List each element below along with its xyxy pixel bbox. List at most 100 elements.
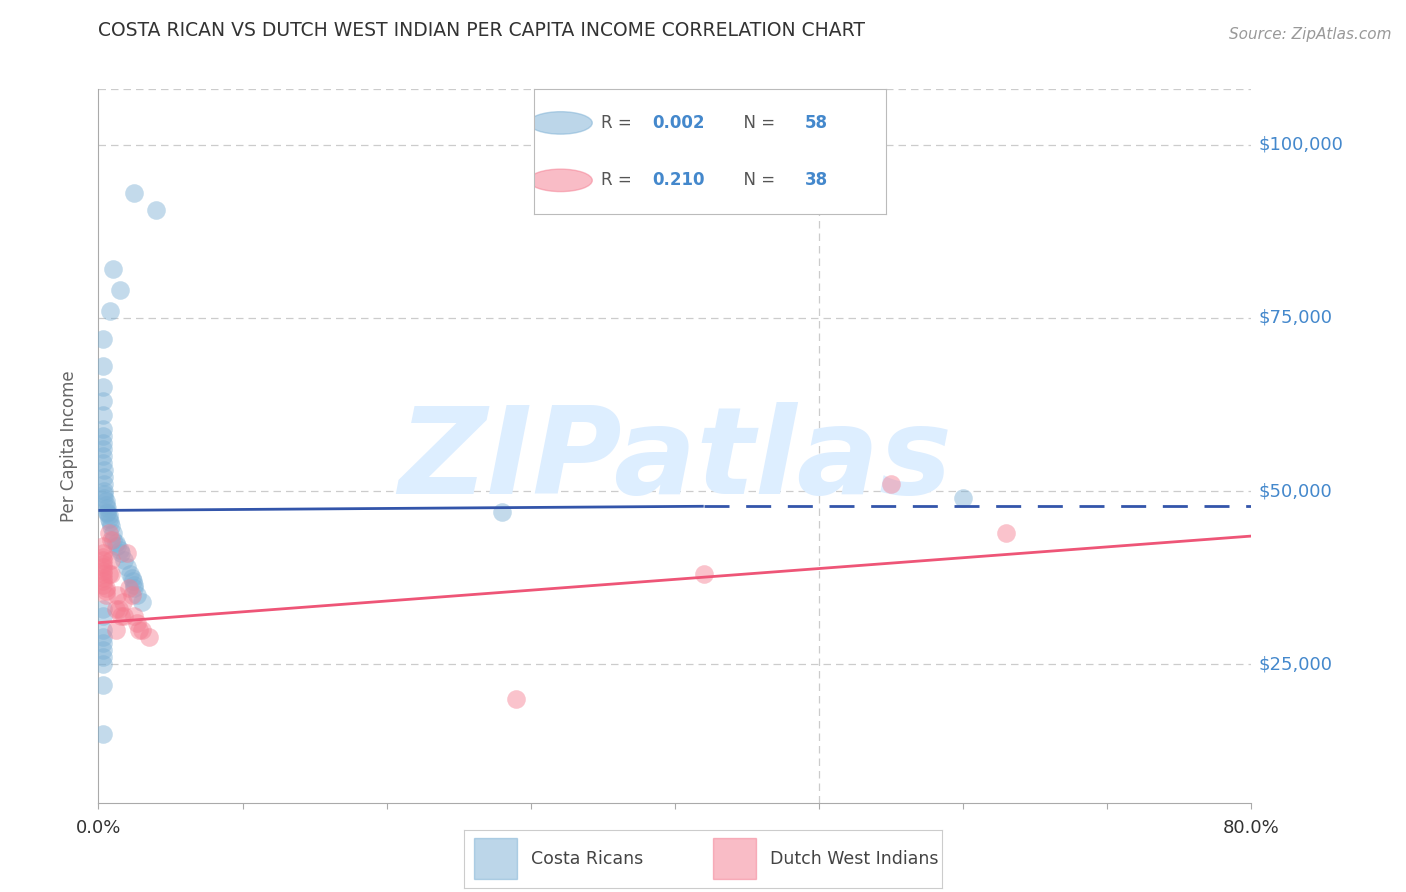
Text: 38: 38 [804,171,828,189]
Point [91,564,114,578]
Point [91,557,114,571]
Point [91,435,114,450]
Point [112,553,135,567]
Point [98,515,121,529]
Point [91,643,114,657]
Text: 0.210: 0.210 [652,171,704,189]
Point [100,533,122,547]
Point [91,608,114,623]
Point [93,463,115,477]
Point [108,283,131,297]
Point [127,615,149,630]
Point [120,567,142,582]
Point [101,533,124,547]
Point [693,567,716,582]
Point [91,726,114,740]
Point [93,491,115,505]
Point [91,456,114,470]
Point [131,595,153,609]
Point [91,577,114,591]
Point [112,608,135,623]
Text: $100,000: $100,000 [1258,136,1343,153]
Point [91,540,114,554]
Point [995,525,1018,540]
Point [94,584,117,599]
Point [124,577,146,591]
Point [100,567,122,582]
Point [97,508,120,523]
Point [121,571,143,585]
Point [104,536,127,550]
Text: R =: R = [602,171,637,189]
Point [107,602,129,616]
Text: $25,000: $25,000 [1258,656,1333,673]
Text: 0.002: 0.002 [652,114,704,132]
Point [96,506,118,520]
Text: Dutch West Indians: Dutch West Indians [770,849,938,868]
Point [91,332,114,346]
Point [124,581,146,595]
Point [105,588,128,602]
Point [110,608,132,623]
Point [97,567,120,582]
Point [91,450,114,464]
Point [128,623,150,637]
Point [96,505,118,519]
Point [124,608,146,623]
Circle shape [529,112,592,134]
Point [111,595,134,609]
Point [91,567,114,582]
Point [127,588,149,602]
Text: N =: N = [733,114,780,132]
Text: $75,000: $75,000 [1258,309,1333,326]
Point [104,602,127,616]
Point [91,549,114,564]
Point [101,262,124,277]
Point [91,574,114,588]
Text: 58: 58 [804,114,828,132]
Bar [713,838,755,879]
Point [91,422,114,436]
Point [104,623,127,637]
Point [491,505,513,519]
Point [118,581,141,595]
Point [101,525,124,540]
Point [124,186,146,201]
Point [91,602,114,616]
Point [121,588,143,602]
Point [98,304,121,318]
Point [91,553,114,567]
Point [96,501,118,516]
Y-axis label: Per Capita Income: Per Capita Income [59,370,77,522]
Point [91,623,114,637]
Point [91,657,114,672]
Point [91,560,114,574]
Point [94,588,117,602]
Point [91,428,114,442]
Point [117,560,138,574]
Point [145,203,167,218]
Text: Source: ZipAtlas.com: Source: ZipAtlas.com [1229,27,1392,42]
Point [91,359,114,374]
Point [91,636,114,650]
Point [91,650,114,665]
Text: ZIPatlas: ZIPatlas [398,401,952,519]
Point [952,491,974,505]
Point [97,512,120,526]
Point [880,477,903,491]
Point [91,571,114,585]
Point [110,546,132,560]
Point [108,543,131,558]
Point [91,678,114,692]
Point [94,494,117,508]
Point [91,442,114,457]
Point [105,540,128,554]
Text: $50,000: $50,000 [1258,482,1331,500]
Point [94,581,117,595]
Point [138,630,160,644]
Point [505,691,527,706]
Circle shape [529,169,592,192]
Point [91,380,114,394]
Point [91,546,114,560]
Point [117,546,138,560]
